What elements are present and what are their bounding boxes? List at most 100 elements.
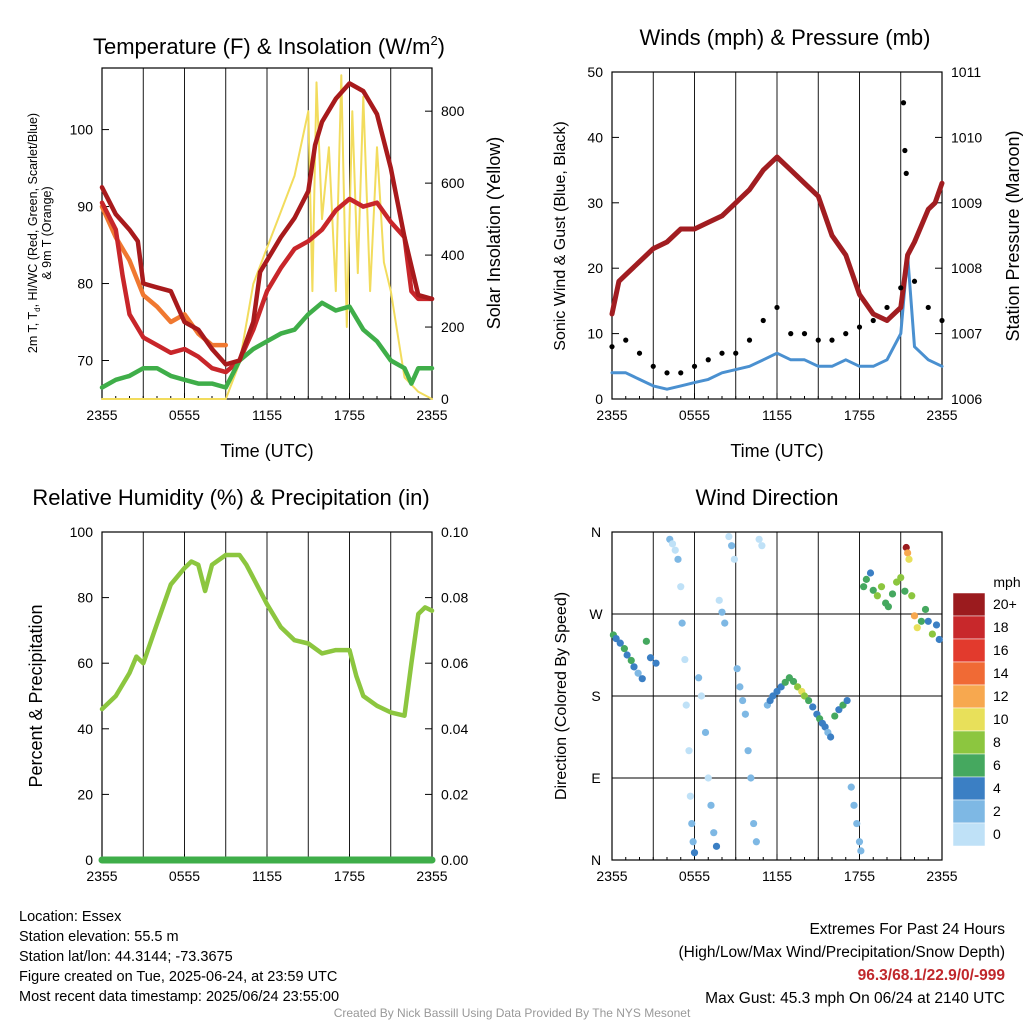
direction-point: [935, 635, 943, 644]
gust-point: [801, 331, 808, 337]
station-location: Location: Essex: [19, 909, 122, 925]
direction-point: [853, 819, 861, 828]
direction-point: [847, 783, 855, 791]
y-tick-label-right: 1008: [951, 260, 982, 276]
series-wind: [610, 253, 944, 391]
direction-point: [901, 587, 909, 595]
direction-point: [908, 592, 916, 600]
direction-point: [612, 635, 620, 643]
x-tick-label: 1755: [334, 407, 365, 423]
y-tick-label-right: 200: [441, 319, 465, 335]
max-gust: Max Gust: 45.3 mph On 06/24 at 2140 UTC: [705, 990, 1005, 1007]
y-tick-label-right: 0.04: [441, 721, 468, 737]
direction-point: [827, 733, 835, 741]
direction-point: [904, 549, 912, 557]
direction-point: [620, 645, 628, 653]
direction-point: [839, 701, 847, 709]
gust-point: [843, 331, 849, 337]
station-elevation: Station elevation: 55.5 m: [19, 929, 179, 945]
direction-point: [715, 596, 723, 604]
gust-point: [815, 337, 821, 343]
direction-point: [642, 637, 650, 645]
x-tick-label: 0555: [169, 407, 200, 423]
y-tick-label-left: 10: [587, 326, 603, 342]
extremes-info: Extremes For Past 24 Hours (High/Low/Max…: [679, 918, 1006, 1010]
y-tick-label-right: 400: [441, 247, 465, 263]
chart-title: Relative Humidity (%) & Precipitation (i…: [32, 485, 429, 510]
figure-created: Figure created on Tue, 2025-06-24, at 23…: [19, 969, 338, 985]
direction-point: [646, 654, 655, 662]
direction-point: [773, 687, 781, 696]
legend-label: 12: [993, 688, 1009, 704]
x-tick-label: 2355: [596, 868, 627, 884]
series-td: [99, 300, 435, 390]
direction-point: [741, 710, 749, 718]
credit-line: Created By Nick Bassill Using Data Provi…: [333, 1006, 691, 1020]
station-latlon: Station lat/lon: 44.3144; -73.3675: [19, 949, 233, 965]
chart-title-main: Temperature (F) & Insolation (W/m: [93, 34, 430, 59]
gust-point: [636, 350, 643, 356]
gust-point: [733, 350, 739, 356]
direction-point: [728, 542, 736, 550]
y-label-part: , HI/WC (Red, Green, Scarlet/Blue): [26, 113, 40, 308]
y-tick-label-right: 1006: [951, 391, 982, 407]
legend-label: 2: [993, 803, 1001, 819]
gust-point: [903, 170, 909, 176]
direction-point: [821, 723, 829, 731]
series-rh: [99, 552, 435, 718]
direction-point: [688, 819, 696, 828]
y-tick-label-left: 20: [587, 260, 603, 276]
legend-swatch: [952, 776, 986, 801]
gust-point: [856, 324, 863, 330]
speed-legend: mph 20+ 18 16 14 12 10 8 6 4 2 0: [952, 574, 1021, 847]
gust-point: [664, 370, 670, 376]
direction-point: [689, 838, 697, 846]
y-tick-label-right: 800: [441, 103, 465, 119]
direction-point: [668, 540, 677, 548]
direction-point: [685, 747, 693, 755]
x-tick-label: 1155: [762, 868, 792, 884]
direction-point: [924, 617, 932, 625]
legend-swatch: [952, 684, 986, 709]
y-tick-label-left: 30: [587, 195, 603, 211]
y-tick-label-left: 40: [77, 721, 93, 737]
x-axis-label: Time (UTC): [730, 441, 823, 461]
y-axis-label-left: Sonic Wind & Gust (Blue, Black): [552, 121, 569, 350]
direction-point: [850, 801, 858, 809]
y-tick-label-right: 1010: [951, 129, 982, 145]
y-tick-label-left: W: [589, 606, 603, 622]
direction-point: [677, 583, 685, 591]
direction-point: [674, 555, 682, 563]
direction-point: [690, 849, 699, 857]
direction-point: [733, 665, 741, 673]
y-tick-label-left: 100: [70, 122, 94, 138]
legend-label: 14: [993, 665, 1009, 681]
legend-label: 10: [993, 711, 1009, 727]
y-axis-label-right: Station Pressure (Maroon): [1003, 130, 1023, 341]
y-tick-label-right: 600: [441, 175, 465, 191]
y-tick-label-left: 90: [77, 199, 93, 215]
direction-point: [789, 677, 798, 686]
y-tick-label-right: 0.02: [441, 786, 468, 802]
legend-label: 20+: [993, 596, 1017, 612]
direction-point: [831, 712, 839, 720]
legend-swatch: [952, 661, 986, 686]
direction-point: [638, 675, 646, 683]
direction-point: [701, 728, 710, 737]
direction-point: [739, 696, 747, 705]
y-tick-label-right: 0.08: [441, 590, 468, 606]
series-2m-t: [99, 81, 435, 367]
direction-point: [671, 546, 679, 554]
gust-point: [788, 331, 794, 337]
direction-point: [747, 774, 755, 782]
gust-point: [939, 317, 945, 324]
legend-swatch: [952, 615, 986, 640]
extremes-subheader: (High/Low/Max Wind/Precipitation/Snow De…: [678, 944, 1006, 961]
x-tick-label: 2355: [416, 868, 447, 884]
chart-title: Temperature (F) & Insolation (W/m2): [93, 33, 445, 59]
direction-point: [707, 801, 715, 809]
direction-point: [860, 583, 868, 591]
chart-title: Wind Direction: [695, 485, 838, 510]
direction-point: [725, 532, 733, 541]
station-info: Location: Essex Station elevation: 55.5 …: [19, 907, 339, 1007]
